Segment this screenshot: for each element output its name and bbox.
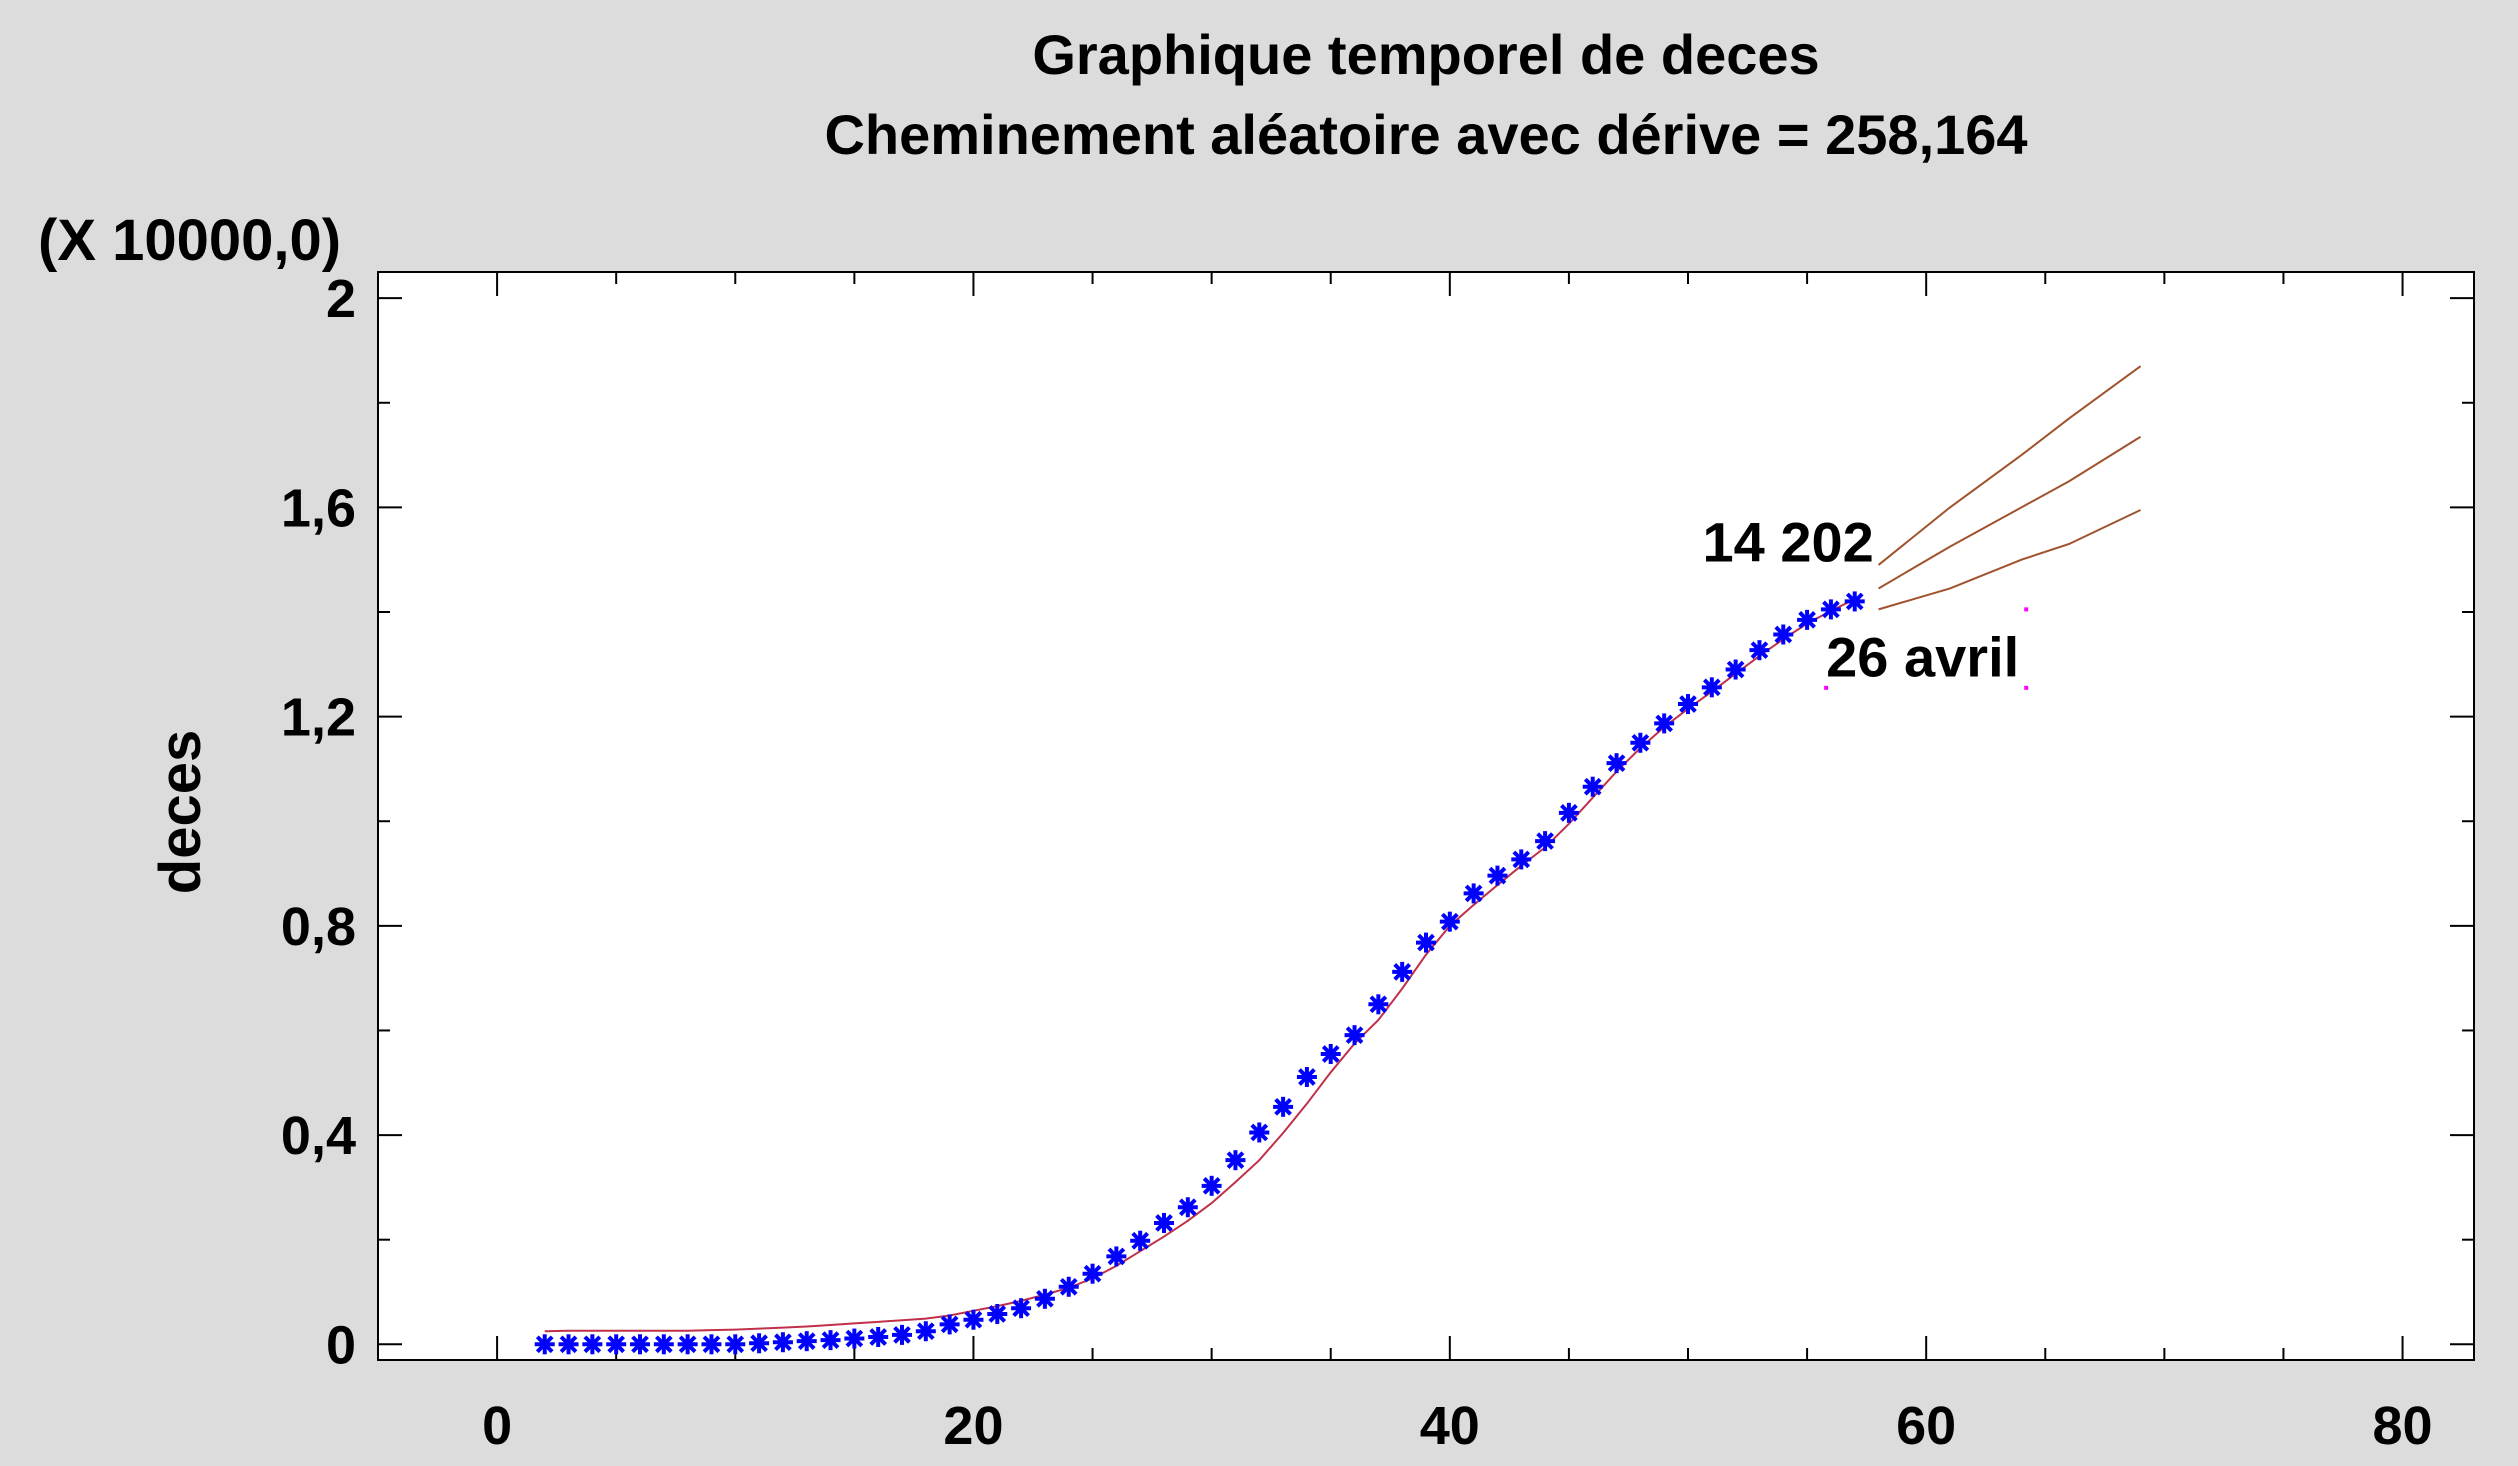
data-point [1606,753,1627,774]
y-tick-label: 0,8 [281,897,356,957]
data-point [1368,994,1389,1015]
data-point [963,1309,984,1330]
data-point [582,1334,603,1355]
data-point [1034,1288,1055,1309]
marker-corner [2024,685,2029,690]
data-point [1296,1067,1317,1088]
data-point [1249,1122,1270,1143]
data-point [939,1314,960,1335]
marker-corner [1824,685,1829,690]
data-point [1511,849,1532,870]
fit-line-group [544,598,1856,1333]
data-point [1273,1096,1294,1117]
data-point [1582,776,1603,797]
data-point [892,1324,912,1345]
data-point [1463,883,1484,904]
x-axis: 0 20 40 60 80 [482,272,2433,1456]
x-tick-label: 20 [943,1396,1003,1456]
y-axis: 0 0,4 0,8 1,2 1,6 2 [281,269,2474,1375]
data-point [772,1332,793,1353]
y-axis-label: deces [148,730,213,894]
data-point [987,1303,1008,1324]
data-point [1725,659,1746,680]
data-point [653,1334,674,1355]
data-point [701,1334,722,1355]
forecast-mid-line [1878,435,2142,590]
data-point [1225,1150,1246,1171]
data-point [677,1334,698,1355]
y-tick-label: 0 [326,1315,356,1375]
data-point [1082,1263,1103,1284]
data-point [1773,624,1794,645]
x-tick-label: 80 [2373,1396,2433,1456]
data-point [558,1334,579,1355]
y-tick-label: 1,2 [281,688,356,748]
data-point [725,1334,746,1355]
data-point [630,1334,650,1355]
data-point [1106,1246,1127,1267]
data-point [1487,865,1508,886]
chart-subtitle: Cheminement aléatoire avec dérive = 258,… [824,103,2027,166]
data-point [1154,1212,1174,1233]
data-point [820,1330,841,1351]
data-point [1177,1197,1198,1218]
data-point [1678,694,1698,715]
data-point [1058,1276,1079,1297]
marker-box-group [1824,607,2029,690]
chart-title: Graphique temporel de deces [1032,23,1819,86]
data-point [1439,911,1460,932]
x-tick-label: 40 [1420,1396,1480,1456]
data-point [749,1333,770,1354]
data-point [1630,732,1651,753]
data-point [1701,677,1722,698]
data-point [868,1326,889,1347]
data-point [844,1328,865,1349]
data-point [1416,932,1436,953]
data-point [1558,802,1579,823]
forecast-upper-line [1877,365,2142,566]
data-point [1130,1230,1151,1251]
y-multiplier-label: (X 10000,0) [38,208,341,273]
data-point [1011,1298,1032,1319]
fit-line [544,598,1856,1333]
marker-corner [2024,607,2029,612]
data-point [1749,640,1770,661]
y-tick-label: 0,4 [281,1106,356,1166]
data-point [1535,831,1556,852]
data-point [534,1334,555,1355]
data-points-group [534,591,1865,1355]
data-point [796,1331,817,1352]
x-tick-label: 0 [482,1396,512,1456]
plot-area [377,271,2475,1361]
data-point [915,1321,936,1342]
annotation-last-value: 14 202 [1703,510,1874,573]
x-tick-label: 60 [1896,1396,1956,1456]
data-point [1820,599,1841,620]
data-point [1797,609,1818,630]
annotation-date: 26 avril [1826,625,2019,688]
data-point [1654,713,1675,734]
forecast-group [1877,365,2142,611]
y-tick-label: 1,6 [281,478,356,538]
y-tick-label: 2 [326,269,356,329]
data-point [606,1334,627,1355]
data-point [1844,591,1865,612]
data-point [1344,1025,1365,1046]
data-point [1201,1175,1222,1196]
data-point [1392,961,1413,982]
forecast-lower-line [1878,509,2141,611]
data-point [1320,1044,1341,1064]
